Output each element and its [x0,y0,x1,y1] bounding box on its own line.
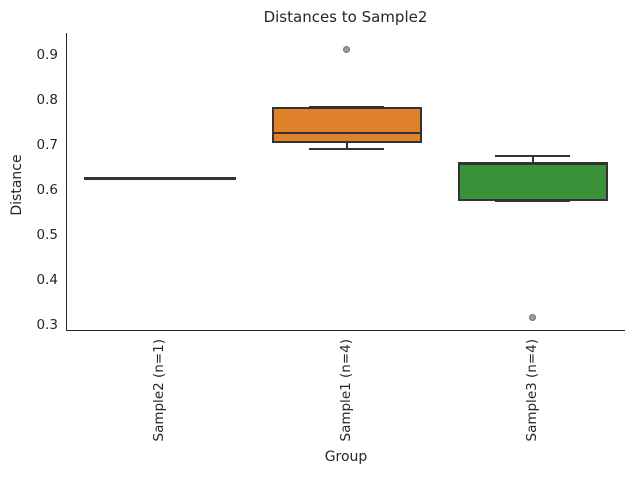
x-tick-label: Sample1 (n=4) [337,339,354,442]
x-tick-label: Sample3 (n=4) [523,339,540,442]
upper-whisker [531,155,534,163]
lower-whisker-cap [495,200,571,203]
y-tick-label: 0.5 [36,226,58,243]
x-axis-label: Group [324,449,368,465]
lower-whisker-cap [309,147,384,150]
median-line [272,131,421,134]
lower-whisker [345,142,348,149]
box-single-value-line [84,177,237,180]
median-line [458,163,607,166]
box [457,162,608,202]
y-tick-label: 0.7 [36,136,58,153]
y-tick-label: 0.6 [36,181,58,198]
chart-title: Distances to Sample2 [263,8,428,26]
y-tick-label: 0.4 [36,271,58,288]
y-tick-label: 0.8 [36,91,58,108]
plot-area [66,33,625,331]
y-tick-label: 0.3 [36,316,58,333]
outlier-point [343,45,350,53]
outlier-point [529,313,537,321]
y-tick-label: 0.9 [36,47,58,64]
upper-whisker-cap [495,154,571,157]
x-tick-label: Sample2 (n=1) [151,339,168,442]
box [271,106,422,143]
